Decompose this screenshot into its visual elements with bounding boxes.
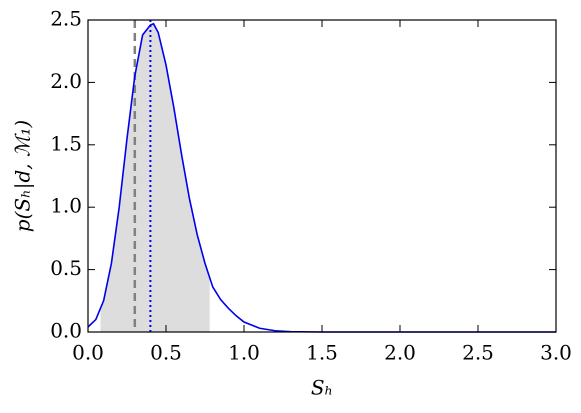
credible-interval: [100, 23, 210, 333]
density-curve: [87, 22, 556, 333]
y-tick-label: 2.5: [50, 7, 82, 31]
x-axis-label: Sₕ: [311, 376, 333, 400]
x-tick-label: 1.0: [228, 341, 260, 365]
y-tick-label: 0.5: [50, 256, 82, 280]
x-tick-label: 0.5: [150, 341, 182, 365]
y-tick-label: 1.5: [50, 131, 82, 155]
x-tick-label: 1.5: [306, 341, 338, 365]
y-tick-label: 1.0: [50, 194, 82, 218]
x-tick-label: 2.5: [462, 341, 494, 365]
x-tick-label: 3.0: [540, 341, 572, 365]
x-tick-label: 2.0: [384, 341, 416, 365]
y-axis-label: p(Sₕ|d, ℳ₁): [11, 120, 36, 232]
x-tick-label: 0.0: [72, 341, 104, 365]
y-tick-label: 2.0: [50, 69, 82, 93]
y-tick-label: 0.0: [50, 319, 82, 343]
